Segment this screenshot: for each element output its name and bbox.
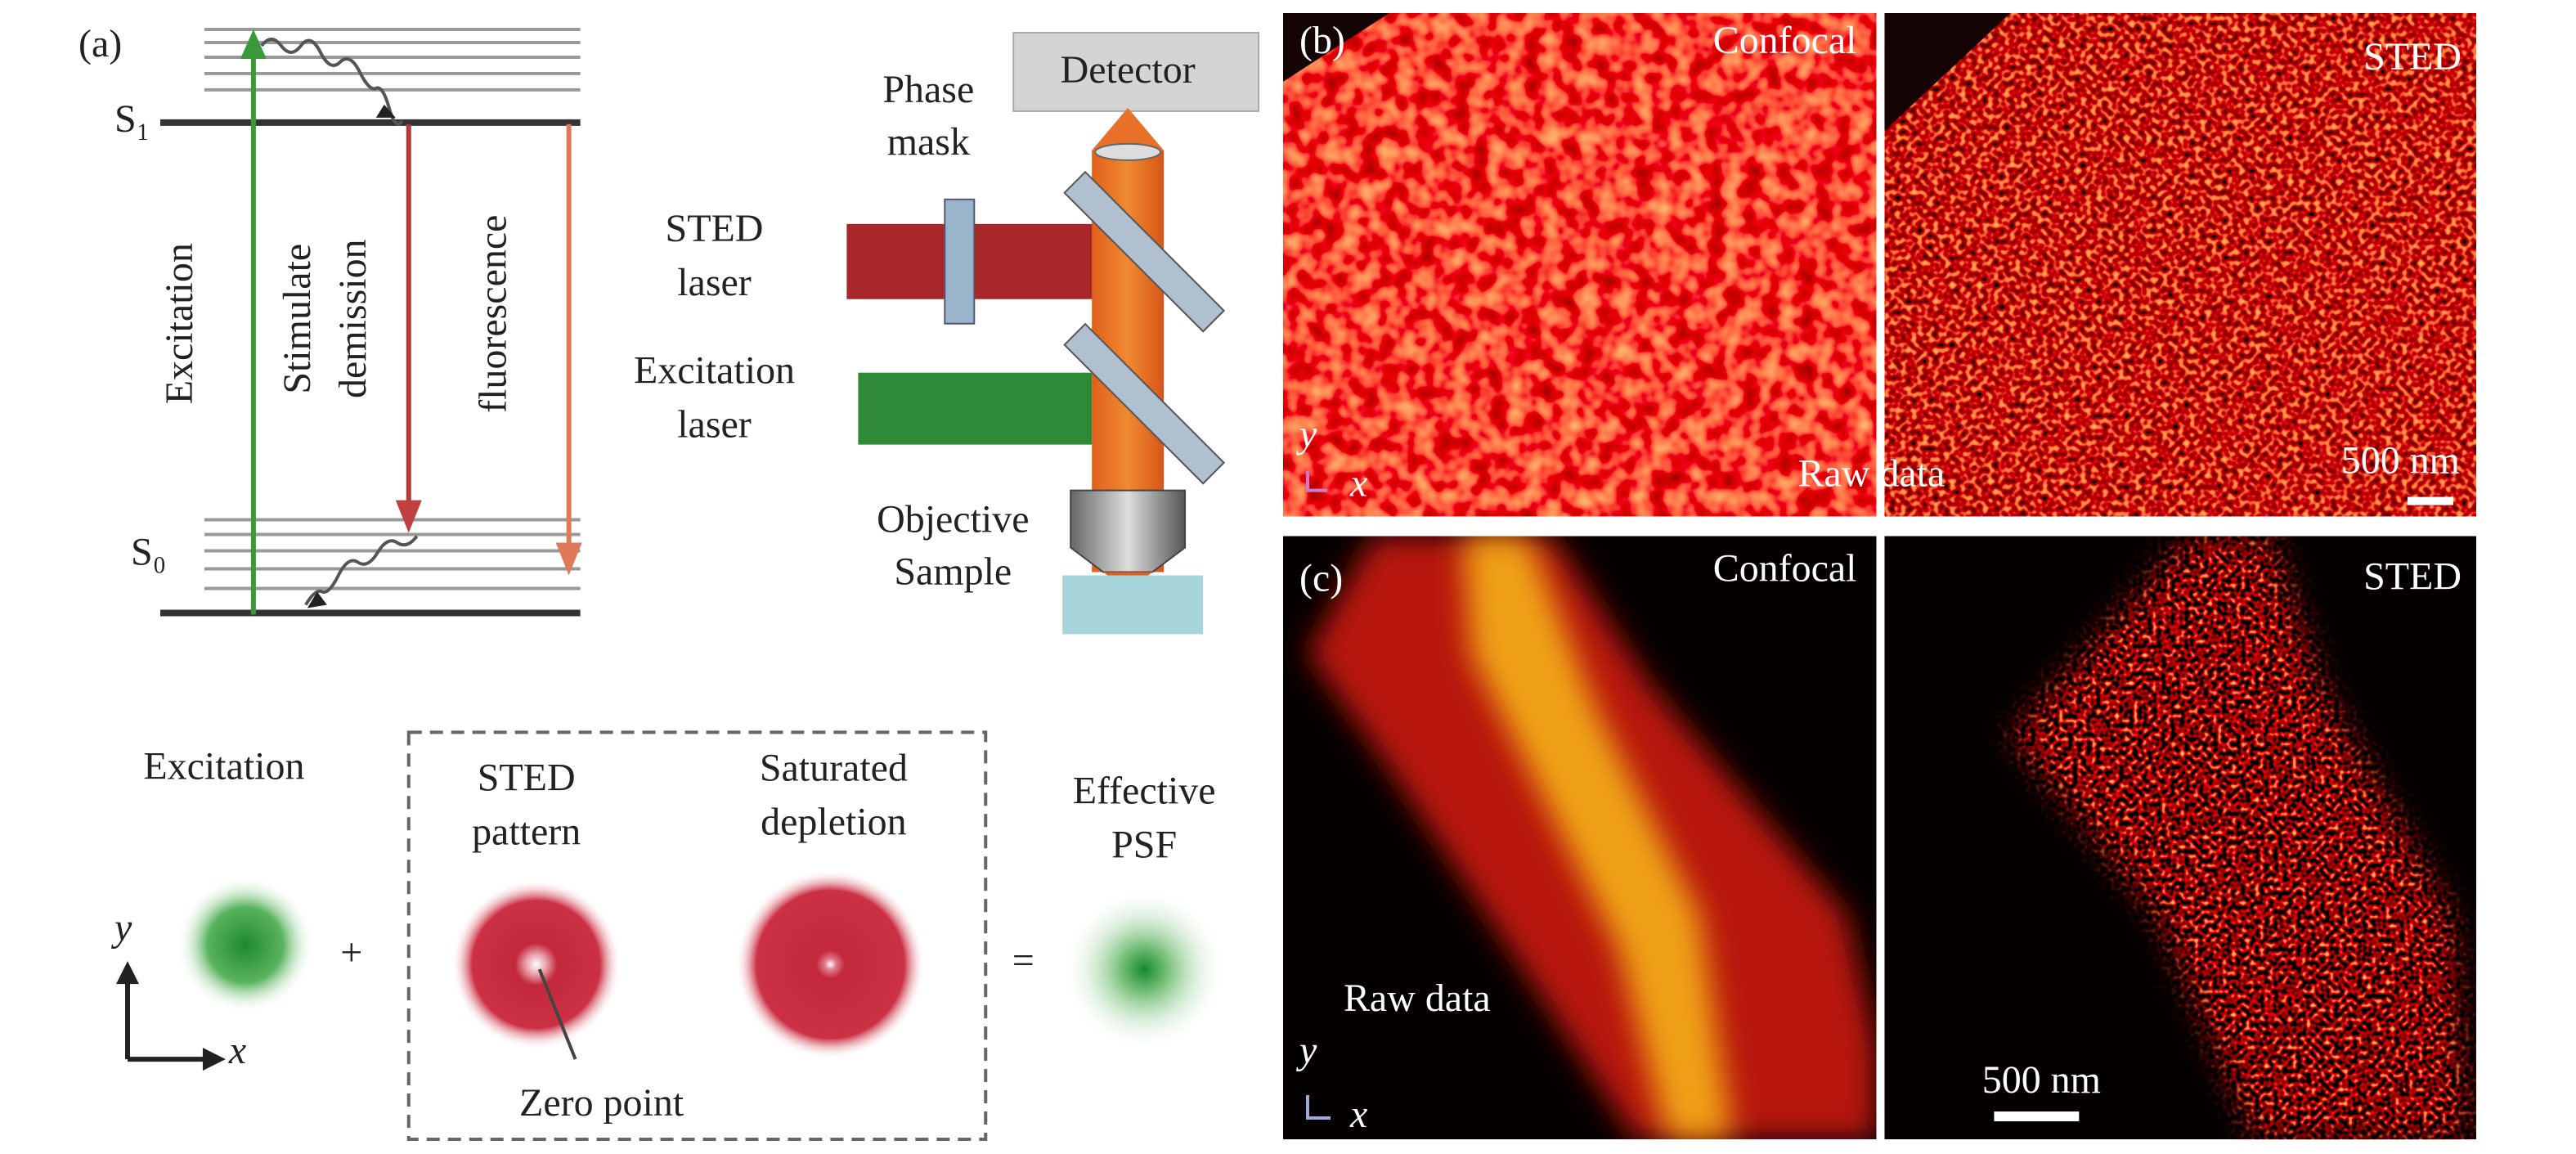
image-label: Raw data bbox=[1798, 452, 1945, 496]
psf-label: Zero point bbox=[519, 1081, 684, 1125]
phase-mask bbox=[944, 198, 976, 325]
scale-bar bbox=[2408, 496, 2453, 505]
sample bbox=[1062, 575, 1204, 635]
arrowhead bbox=[375, 104, 396, 118]
setup-label: laser bbox=[677, 261, 752, 304]
setup-label: Sample bbox=[894, 550, 1012, 594]
energy-diagram: (a) S₁ S₀ Excitation Stimulate demission… bbox=[79, 22, 582, 617]
panel-label: (a) bbox=[79, 22, 122, 65]
panel-label: (b) bbox=[1299, 19, 1345, 62]
saturated-donut bbox=[735, 869, 926, 1060]
effective-psf bbox=[1062, 887, 1227, 1052]
setup-label: mask bbox=[887, 120, 970, 164]
setup-label: Objective bbox=[877, 498, 1029, 541]
arrowhead bbox=[395, 500, 422, 533]
arrowhead bbox=[555, 542, 582, 576]
transition-label: demission bbox=[331, 239, 375, 398]
psf-label: PSF bbox=[1111, 823, 1177, 866]
dichroic-mirror bbox=[1063, 322, 1226, 485]
axis-label: y bbox=[1296, 1029, 1317, 1072]
arrowhead bbox=[240, 29, 267, 59]
setup-label: laser bbox=[677, 403, 752, 447]
psf-label: depletion bbox=[761, 800, 906, 843]
axis-label: y bbox=[1296, 413, 1317, 456]
sted-fiber bbox=[1884, 536, 2476, 1140]
setup-label: Excitation bbox=[634, 349, 795, 393]
psf-diagram: Excitation + STED pattern Zero point Sat… bbox=[111, 730, 1227, 1142]
panel-b: (b) Confocal STED Raw data 500 nm y x bbox=[1283, 12, 2476, 517]
axes bbox=[1305, 1095, 1331, 1120]
transition-label: Excitation bbox=[158, 243, 201, 404]
psf-label: Effective bbox=[1073, 769, 1216, 812]
panel-c: (c) Confocal STED Raw data 500 nm y x bbox=[1283, 536, 2476, 1140]
psf-label: Excitation bbox=[143, 744, 304, 788]
excitation-spot bbox=[176, 876, 314, 1014]
psf-label: pattern bbox=[472, 810, 581, 853]
fiber-core bbox=[1462, 536, 1733, 1140]
sted-image bbox=[1884, 12, 2476, 517]
relaxation-wave bbox=[304, 535, 419, 606]
setup-label: STED bbox=[666, 207, 764, 250]
level-label: S₀ bbox=[131, 531, 166, 574]
lens bbox=[1094, 142, 1162, 161]
image-label: Raw data bbox=[1344, 977, 1491, 1020]
arrowhead bbox=[307, 591, 327, 608]
axis-label: x bbox=[228, 1029, 246, 1072]
axis-label: x bbox=[1349, 1093, 1367, 1136]
image-label: STED bbox=[2363, 555, 2462, 598]
confocal-image bbox=[1283, 12, 1877, 517]
relaxation-wave bbox=[260, 37, 404, 126]
dark-corner bbox=[1884, 12, 2011, 131]
setup-label: Phase bbox=[882, 68, 974, 111]
arrowhead bbox=[116, 961, 226, 1071]
sted-setup: Detector Phase mask STED laser Excitatio… bbox=[634, 31, 1260, 635]
scale-label: 500 nm bbox=[1982, 1058, 2101, 1102]
axes bbox=[125, 977, 209, 1062]
axes bbox=[1305, 470, 1327, 492]
excitation-beam bbox=[858, 372, 1093, 445]
transition-label: Stimulate bbox=[276, 244, 319, 394]
scale-label: 500 nm bbox=[2341, 439, 2460, 483]
upper-levels bbox=[159, 27, 581, 126]
lower-levels bbox=[159, 518, 581, 617]
psf-label: Saturated bbox=[760, 746, 908, 789]
fiber bbox=[1307, 536, 1877, 1140]
setup-label: Detector bbox=[1061, 48, 1196, 92]
level-label: S₁ bbox=[114, 97, 150, 141]
operator: + bbox=[340, 931, 362, 974]
operator: = bbox=[1012, 939, 1034, 982]
axis-label: y bbox=[111, 906, 132, 950]
dichroic-mirror bbox=[1063, 170, 1226, 333]
objective bbox=[1070, 489, 1187, 573]
pointer bbox=[537, 968, 577, 1060]
scale-bar bbox=[1994, 1111, 2080, 1122]
axis-label: x bbox=[1349, 462, 1367, 505]
image-label: Confocal bbox=[1713, 19, 1857, 62]
sted-donut bbox=[451, 879, 622, 1050]
psf-label: STED bbox=[478, 756, 576, 799]
panel-label: (c) bbox=[1299, 556, 1343, 599]
beam-tip bbox=[1092, 107, 1165, 150]
transition-label: fluorescence bbox=[472, 215, 515, 413]
dashed-box bbox=[406, 730, 988, 1142]
image-label: STED bbox=[2363, 35, 2462, 79]
image-label: Confocal bbox=[1713, 547, 1857, 590]
detector bbox=[1012, 31, 1260, 112]
